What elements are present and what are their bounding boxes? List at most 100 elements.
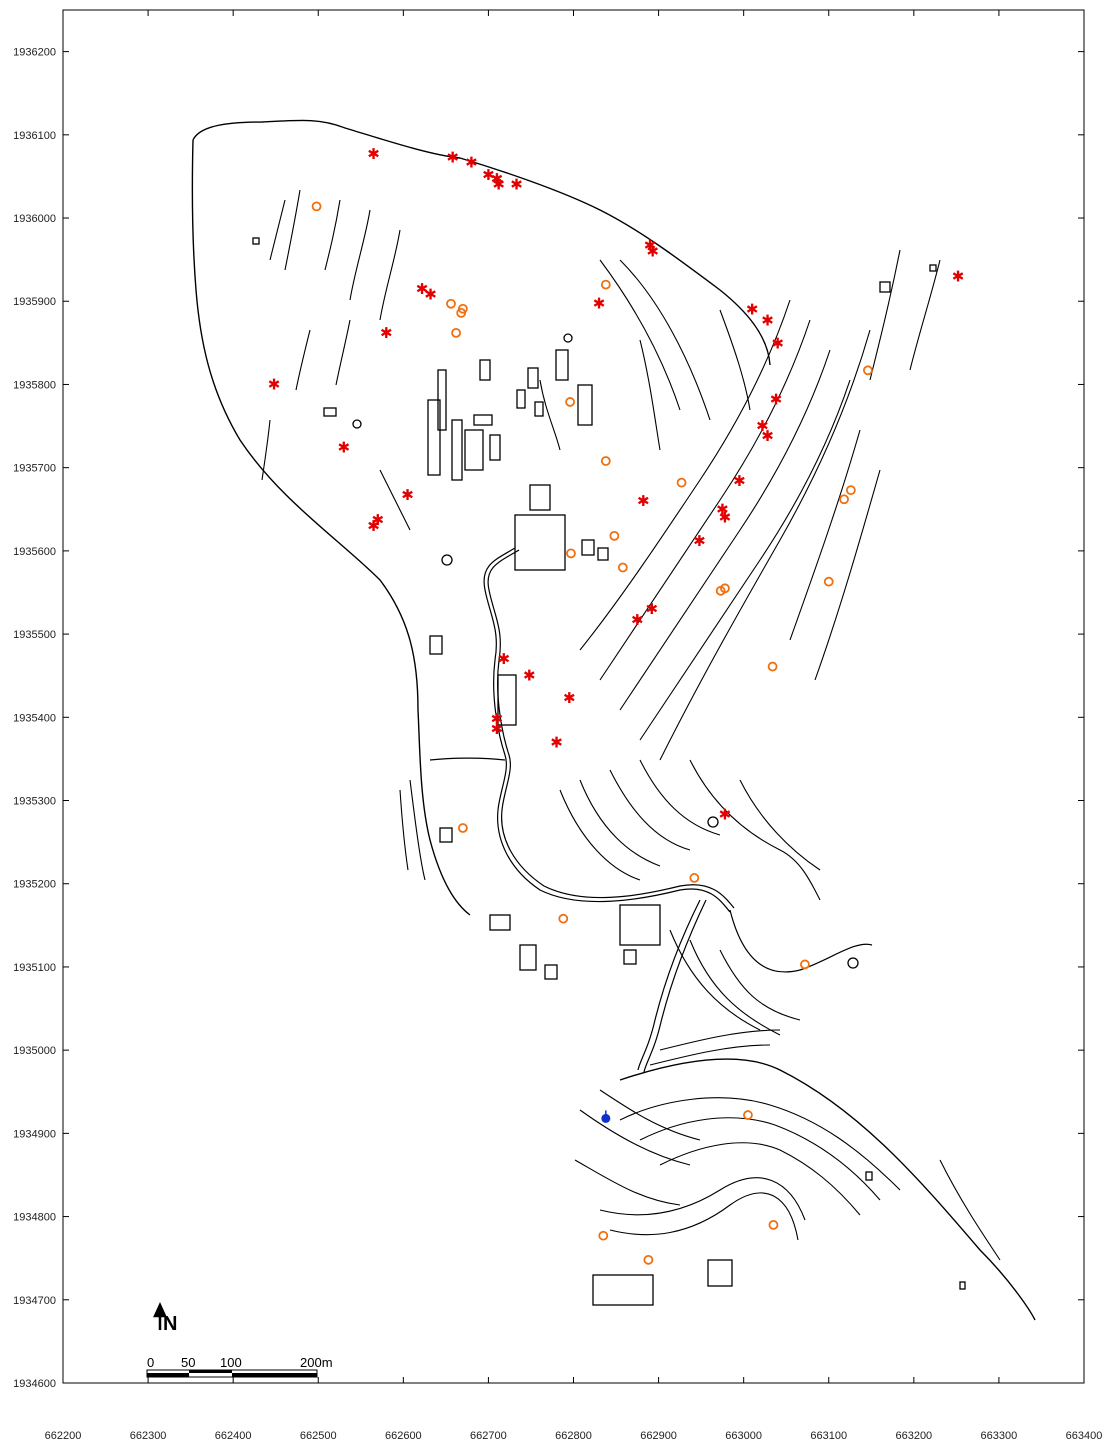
star-marker: ✱ <box>446 148 459 166</box>
star-marker: ✱ <box>510 176 523 194</box>
circle-marker <box>457 823 468 833</box>
star-marker: ✱ <box>367 517 380 535</box>
star-markers: ✱ ✱ ✱✱✱✱ ✱✱✱✱✱✱✱✱✱✱✱✱✱✱✱✱✱✱ ✱✱✱✱✱✱✱✱✱✱✱✱✱✱✱ <box>268 145 965 824</box>
star-marker: ✱ <box>646 242 659 260</box>
y-tick-label: 1935900 <box>13 296 56 308</box>
axis-ticks <box>62 10 1085 1384</box>
y-tick-label: 1936000 <box>13 213 56 225</box>
scale-segment-2 <box>232 1373 317 1377</box>
x-tick-label: 662400 <box>215 1430 252 1442</box>
circle-marker <box>558 913 569 924</box>
star-marker: ✱ <box>497 650 510 668</box>
y-tick-label: 1935000 <box>13 1045 56 1057</box>
star-marker: ✱ <box>367 145 380 163</box>
star-marker: ✱ <box>563 689 576 707</box>
circle-marker <box>446 298 456 309</box>
circle-marker <box>609 531 620 541</box>
star-marker: ✱ <box>719 806 732 824</box>
circle-marker <box>311 201 322 212</box>
circle-marker <box>845 485 856 496</box>
circle-marker <box>617 562 628 573</box>
circle-marker <box>600 279 611 290</box>
y-tick-label: 1935100 <box>13 962 56 974</box>
star-marker: ✱ <box>401 486 414 504</box>
y-tick-label: 1935700 <box>13 463 56 475</box>
scale-label-0: 0 <box>147 1355 154 1370</box>
circle-marker <box>566 548 576 559</box>
site-outline <box>191 119 1036 1321</box>
x-tick-label: 663000 <box>725 1430 762 1442</box>
y-tick-label: 1935400 <box>13 712 56 724</box>
star-marker: ✱ <box>372 511 385 529</box>
y-tick-label: 1935800 <box>13 379 56 391</box>
point-marker <box>601 1113 611 1123</box>
circle-marker <box>598 1230 609 1241</box>
scale-label-100: 100 <box>220 1355 242 1370</box>
circle-marker <box>862 365 873 376</box>
scale-segment-1 <box>147 1373 189 1377</box>
y-axis-labels: 1934600 1934700 1934800 1934900 1935000 19351… <box>13 47 56 1390</box>
star-marker: ✱ <box>761 311 774 329</box>
structures <box>252 237 966 1306</box>
circle-marker <box>676 477 687 488</box>
circle-marker <box>823 576 834 587</box>
scale-segment-3 <box>189 1370 232 1373</box>
north-arrow: N <box>153 1301 177 1335</box>
star-marker: ✱ <box>492 176 505 194</box>
star-marker: ✱ <box>693 532 706 550</box>
circle-marker <box>689 873 700 883</box>
star-marker: ✱ <box>733 472 746 490</box>
x-tick-label: 662800 <box>555 1430 592 1442</box>
star-marker: ✱ <box>465 153 478 171</box>
star-marker: ✱ <box>719 509 732 527</box>
y-tick-label: 1934600 <box>13 1378 56 1390</box>
scale-label-50: 50 <box>181 1355 195 1370</box>
circle-marker <box>456 307 467 318</box>
point-markers <box>601 1110 611 1123</box>
x-tick-label: 662500 <box>300 1430 337 1442</box>
circle-markers <box>311 201 873 1265</box>
star-marker: ✱ <box>268 375 281 393</box>
star-marker: ✱ <box>416 280 429 298</box>
scale-label-200m: 200m <box>300 1355 333 1370</box>
circle-marker <box>451 327 461 338</box>
x-tick-label: 662600 <box>385 1430 422 1442</box>
y-tick-label: 1934900 <box>13 1128 56 1140</box>
north-arrow-icon <box>153 1301 167 1330</box>
y-tick-label: 1934800 <box>13 1212 56 1224</box>
star-marker: ✱ <box>645 600 658 618</box>
star-marker: ✱ <box>637 492 650 510</box>
y-tick-label: 1935300 <box>13 796 56 808</box>
star-marker: ✱ <box>337 439 350 457</box>
y-tick-label: 1934700 <box>13 1295 56 1307</box>
star-marker: ✱ <box>770 390 783 408</box>
y-tick-label: 1936200 <box>13 47 56 59</box>
star-marker: ✱ <box>771 335 784 353</box>
x-tick-label: 662900 <box>640 1430 677 1442</box>
circle-marker <box>565 397 575 407</box>
x-tick-label: 663400 <box>1066 1430 1103 1442</box>
star-marker: ✱ <box>593 295 606 313</box>
circle-marker <box>768 1219 779 1230</box>
north-label: N <box>163 1313 177 1335</box>
star-marker: ✱ <box>631 611 644 629</box>
x-tick-label: 663100 <box>810 1430 847 1442</box>
circle-marker <box>839 494 849 505</box>
x-tick-label: 662300 <box>130 1430 167 1442</box>
star-marker: ✱ <box>550 733 563 751</box>
star-marker: ✱ <box>716 500 729 518</box>
star-marker: ✱ <box>424 286 437 304</box>
y-tick-label: 1936100 <box>13 130 56 142</box>
circle-marker <box>600 456 611 466</box>
star-marker: ✱ <box>644 236 657 254</box>
star-marker: ✱ <box>523 667 536 685</box>
star-marker: ✱ <box>746 301 759 319</box>
circle-marker <box>743 1110 753 1120</box>
x-tick-label: 662700 <box>470 1430 507 1442</box>
circle-marker <box>715 585 726 596</box>
star-marker: ✱ <box>756 417 769 435</box>
star-marker: ✱ <box>491 170 504 188</box>
x-tick-label: 662200 <box>45 1430 82 1442</box>
x-axis-labels: 662200 662300 662400 662500 662600 662700 6628… <box>45 1430 1103 1442</box>
star-marker: ✱ <box>491 720 504 738</box>
